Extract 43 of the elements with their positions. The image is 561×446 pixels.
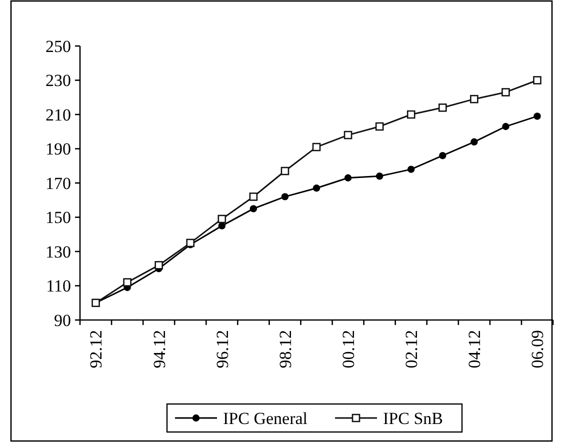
point — [218, 222, 226, 230]
point — [502, 88, 510, 96]
point — [375, 122, 384, 131]
legend-label: IPC General — [223, 408, 308, 428]
point — [218, 214, 226, 224]
point — [344, 130, 352, 140]
point — [154, 261, 163, 270]
x-tick-label: 92.12 — [86, 330, 106, 368]
x-tick-label: 98.12 — [276, 330, 295, 368]
y-tick-label: 230 — [46, 71, 71, 90]
point — [534, 112, 541, 120]
y-tick-label: 250 — [46, 36, 71, 56]
point — [250, 205, 258, 212]
point — [502, 122, 510, 130]
y-tick-label: 170 — [46, 174, 71, 193]
x-tick-label: 96.12 — [212, 330, 232, 368]
point — [470, 138, 478, 146]
point — [249, 192, 258, 201]
point — [408, 166, 415, 173]
point — [406, 110, 416, 119]
point — [344, 174, 352, 182]
y-tick-label: 190 — [46, 140, 71, 159]
point — [281, 193, 289, 200]
x-tick-label: 94.12 — [150, 330, 169, 368]
point — [439, 152, 446, 160]
point — [123, 278, 132, 286]
point — [312, 184, 320, 192]
y-tick-label: 210 — [46, 105, 71, 124]
point — [533, 76, 542, 84]
y-tick-label: 150 — [46, 208, 71, 228]
x-tick-label: 00.12 — [338, 330, 358, 368]
x-tick-label: 04.12 — [465, 330, 484, 368]
point — [376, 172, 384, 180]
y-tick-label: 130 — [46, 242, 71, 262]
point — [312, 142, 321, 152]
point — [438, 104, 447, 112]
y-tick-label: 110 — [46, 276, 71, 296]
point — [470, 94, 478, 104]
legend-label: IPC SnB — [383, 408, 443, 428]
y-tick-label: 90 — [54, 310, 71, 330]
x-tick-label: 06.09 — [528, 330, 548, 368]
point — [280, 166, 290, 176]
x-tick-label: 02.12 — [402, 330, 422, 368]
